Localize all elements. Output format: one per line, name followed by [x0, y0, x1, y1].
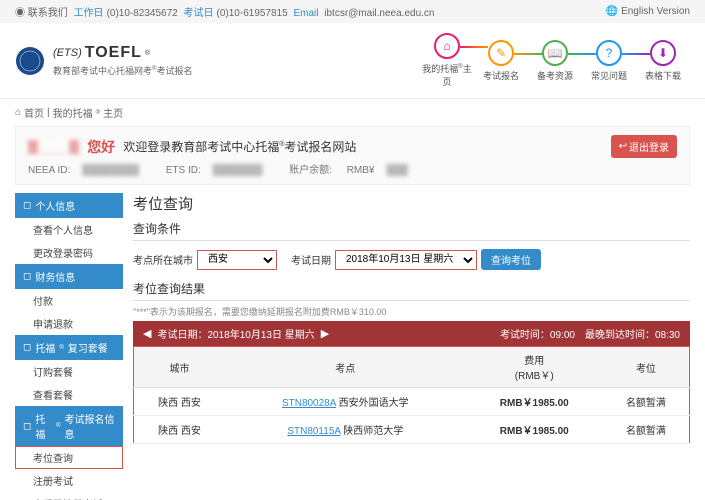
center-link[interactable]: STN80115A: [287, 426, 340, 437]
sidebar-item-changepw[interactable]: 更改登录密码: [15, 241, 123, 264]
step-forms[interactable]: ⬇表格下载: [636, 40, 690, 82]
city-select[interactable]: 西安: [197, 250, 277, 270]
table-row: 陕西 西安 STN80028A 西安外国语大学 RMB￥1985.00 名额暂满: [134, 388, 690, 416]
email-link[interactable]: Email: [293, 8, 318, 19]
res-title: 考位查询结果: [133, 280, 690, 301]
header: (ETS) TOEFL ® 教育部考试中心托福网考®考试报名 ⌂我的托福®主页 …: [0, 23, 705, 99]
step-register[interactable]: ✎考试报名: [474, 40, 528, 82]
next-arrow[interactable]: ▶: [321, 327, 329, 340]
col-city: 城市: [134, 347, 226, 388]
logout-button[interactable]: ↩退出登录: [611, 135, 677, 158]
test-link[interactable]: 考试日: [184, 8, 214, 19]
step-faq[interactable]: ?常见问题: [582, 40, 636, 82]
breadcrumb: ⌂ 首页 | 我的托福®主页: [0, 99, 705, 126]
brand-toefl: TOEFL: [85, 44, 142, 62]
nav-steps: ⌂我的托福®主页 ✎考试报名 📖备考资源 ?常见问题 ⬇表格下载: [420, 33, 690, 88]
date-label: 考试日期: [291, 252, 331, 267]
edu-logo-icon: [15, 46, 45, 76]
results-table: 城市 考点 费用 (RMB￥) 考位 陕西 西安 STN80028A 西安外国语…: [133, 346, 690, 444]
sidebar-h-exam[interactable]: ◻ 托福®考试报名信息: [15, 406, 123, 446]
greeting: 您好: [87, 137, 115, 157]
home-icon: ⌂: [15, 107, 21, 118]
logout-icon: ↩: [619, 141, 627, 152]
sidebar-item-orderpack[interactable]: 订购套餐: [15, 360, 123, 383]
topbar: ◉ 联系我们 工作日(0)10-82345672 考试日(0)10-619578…: [0, 0, 705, 23]
center-link[interactable]: STN80028A: [282, 398, 336, 409]
lang-switch[interactable]: 🌐English Version: [606, 6, 690, 17]
sidebar-item-viewreg[interactable]: 查看已注册考试: [15, 492, 123, 500]
sidebar-h-prep[interactable]: ◻ 托福®复习套餐: [15, 335, 123, 360]
table-row: 陕西 西安 STN80115A 陕西师范大学 RMB￥1985.00 名额暂满: [134, 416, 690, 444]
query-button[interactable]: 查询考位: [481, 249, 541, 270]
col-fee: 费用 (RMB￥): [466, 347, 603, 388]
step-home[interactable]: ⌂我的托福®主页: [420, 33, 474, 88]
col-center: 考点: [225, 347, 466, 388]
work-link[interactable]: 工作日: [74, 8, 104, 19]
sidebar-item-regexam[interactable]: 注册考试: [15, 469, 123, 492]
sidebar-item-pay[interactable]: 付款: [15, 289, 123, 312]
step-prep[interactable]: 📖备考资源: [528, 40, 582, 82]
city-label: 考点所在城市: [133, 252, 193, 267]
col-seat: 考位: [603, 347, 690, 388]
globe-icon: 🌐: [606, 6, 618, 17]
sidebar-item-refund[interactable]: 申请退款: [15, 312, 123, 335]
main-panel: 考位查询 查询条件 考点所在城市 西安 考试日期 2018年10月13日 星期六…: [133, 193, 690, 500]
sidebar-h-finance[interactable]: ◻ 财务信息: [15, 264, 123, 289]
page-title: 考位查询: [133, 193, 690, 214]
sidebar-item-viewpack[interactable]: 查看套餐: [15, 383, 123, 406]
breadcrumb-home[interactable]: 首页: [24, 105, 44, 120]
contact-info: ◉ 联系我们 工作日(0)10-82345672 考试日(0)10-619578…: [15, 4, 434, 19]
sidebar: ◻ 个人信息 查看个人信息 更改登录密码 ◻ 财务信息 付款 申请退款 ◻ 托福…: [15, 193, 123, 500]
sidebar-h-personal[interactable]: ◻ 个人信息: [15, 193, 123, 218]
sidebar-item-seatquery[interactable]: 考位查询: [15, 446, 123, 469]
prev-arrow[interactable]: ◀: [143, 327, 151, 340]
cond-title: 查询条件: [133, 220, 690, 241]
date-select[interactable]: 2018年10月13日 星期六: [335, 250, 477, 270]
sidebar-item-viewinfo[interactable]: 查看个人信息: [15, 218, 123, 241]
result-bar: ◀考试日期：2018年10月13日 星期六▶ 考试时间：09:00 最晚到达时间…: [133, 321, 690, 346]
note: "***"表示为该期报名，需要您缴纳延期报名附加费RMB￥310.00: [133, 305, 690, 318]
welcome-box: ████ 您好 欢迎登录教育部考试中心托福®考试报名网站 ↩退出登录 NEEA …: [15, 126, 690, 185]
